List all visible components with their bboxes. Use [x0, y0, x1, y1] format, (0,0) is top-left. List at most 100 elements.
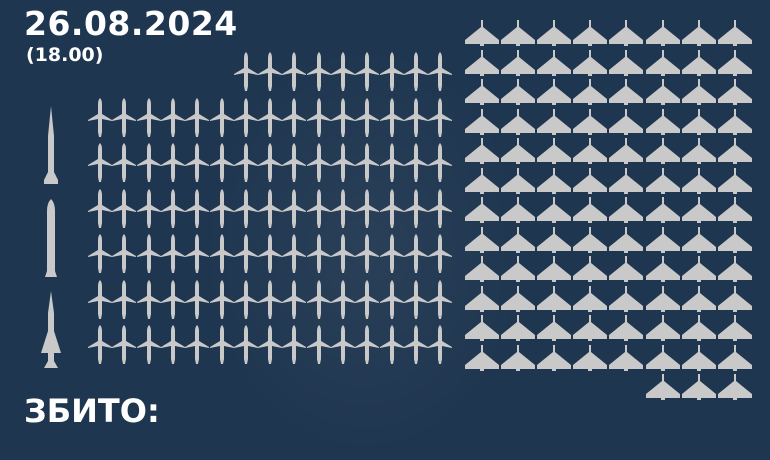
shahed-drone-icon: [645, 78, 681, 106]
shahed-drone-icon: [572, 78, 608, 106]
shahed-drone-icon: [500, 167, 536, 195]
cruise-missile-icon: [209, 97, 234, 138]
cruise-missile-icon: [136, 97, 161, 138]
cruise-missile-icon: [160, 97, 185, 138]
cruise-missile-icon: [306, 97, 331, 138]
shahed-drone-icon: [717, 137, 753, 165]
cruise-missile-icon: [233, 143, 258, 183]
cruise-missile-icon: [282, 97, 307, 138]
shahed-drone-icon: [717, 285, 753, 313]
shahed-drone-icon: [608, 226, 644, 254]
cruise-missile-icon: [185, 325, 210, 365]
shahed-drone-icon: [717, 19, 753, 47]
shahed-drone-icon: [536, 137, 572, 165]
shahed-drone-icon: [608, 78, 644, 106]
cruise-missile-icon: [258, 188, 283, 229]
cruise-missile-icon: [160, 143, 185, 183]
shahed-drone-icon: [500, 196, 536, 224]
cruise-missile-icon: [209, 188, 234, 229]
cruise-missile-icon: [403, 143, 428, 183]
cruise-missile-icon: [282, 52, 307, 92]
shahed-drone-icon: [608, 167, 644, 195]
report-date: 26.08.2024: [24, 4, 238, 43]
shahed-drone-icon: [572, 314, 608, 342]
cruise-missile-icon: [428, 97, 453, 138]
shahed-drone-icon: [717, 167, 753, 195]
cruise-missile-icon: [403, 52, 428, 92]
shahed-drone-icon: [645, 49, 681, 77]
shahed-drone-icon: [536, 285, 572, 313]
shahed-drone-icon: [645, 285, 681, 313]
shahed-drone-icon: [717, 49, 753, 77]
shahed-drone-icon: [536, 196, 572, 224]
shahed-drone-icon: [572, 344, 608, 372]
shahed-drone-icon: [572, 255, 608, 283]
cruise-missile-icon: [355, 143, 380, 183]
guided-missile-icon: [40, 291, 62, 371]
shahed-drone-icon: [681, 196, 717, 224]
shahed-drone-icon: [645, 19, 681, 47]
cruise-missile-icon: [282, 143, 307, 183]
shahed-drone-icon: [536, 226, 572, 254]
cruise-missile-icon: [136, 143, 161, 183]
shahed-drone-icon: [500, 49, 536, 77]
cruise-missile-icon: [306, 325, 331, 365]
cruise-missile-icon: [379, 143, 404, 183]
shahed-drone-icon: [572, 226, 608, 254]
cruise-missile-icon: [428, 52, 453, 92]
shahed-drone-icon: [464, 167, 500, 195]
cruise-missile-icon: [331, 325, 355, 365]
shahed-drone-icon: [608, 108, 644, 136]
cruise-missile-icon: [379, 325, 404, 365]
cruise-missile-icon: [88, 143, 112, 183]
shahed-drone-icon: [681, 78, 717, 106]
cruise-missile-icon: [136, 325, 161, 365]
shahed-drone-icon: [608, 49, 644, 77]
cruise-missile-icon: [160, 279, 185, 320]
cruise-missile-icon: [379, 97, 404, 138]
shahed-drone-icon: [608, 137, 644, 165]
shahed-drone-icon: [500, 137, 536, 165]
cruise-missile-icon: [233, 325, 258, 365]
shahed-drone-icon: [464, 344, 500, 372]
cruise-missile-icon: [112, 188, 137, 229]
cruise-missile-icon: [233, 188, 258, 229]
shahed-drone-icon: [464, 285, 500, 313]
cruise-missile-icon: [379, 279, 404, 320]
cruise-missile-icon: [258, 234, 283, 274]
shahed-drone-icon: [464, 78, 500, 106]
shahed-drone-icon: [717, 196, 753, 224]
cruise-missile-icon: [306, 52, 331, 92]
ballistic-missile-icon: [40, 106, 62, 186]
cruise-missile-icon: [112, 234, 137, 274]
shahed-drone-icon: [572, 285, 608, 313]
shahed-drone-icon: [645, 108, 681, 136]
cruise-missile-icon: [88, 325, 112, 365]
shahed-drone-icon: [536, 314, 572, 342]
cruise-missile-icon: [355, 234, 380, 274]
shahed-drone-icon: [681, 19, 717, 47]
shahed-drone-icon: [500, 108, 536, 136]
cruise-missile-icon: [209, 325, 234, 365]
shahed-drone-icon: [500, 19, 536, 47]
shahed-drone-icon: [681, 344, 717, 372]
cruise-missile-icon: [88, 97, 112, 138]
cruise-missile-icon: [282, 188, 307, 229]
cruise-missile-icon: [258, 279, 283, 320]
cruise-missile-icon: [428, 279, 453, 320]
shahed-drone-icon: [536, 255, 572, 283]
cruise-missile-icon: [258, 325, 283, 365]
shahed-drone-icon: [464, 255, 500, 283]
cruise-missile-icon: [209, 279, 234, 320]
shahed-drone-icon: [536, 49, 572, 77]
shahed-drone-icon: [500, 78, 536, 106]
cruise-missile-icon: [403, 188, 428, 229]
shahed-drone-icon: [717, 373, 753, 401]
cruise-missile-icon: [209, 234, 234, 274]
shahed-drone-icon: [572, 108, 608, 136]
shahed-drone-icon: [572, 196, 608, 224]
cruise-missile-icon: [331, 234, 355, 274]
cruise-missile-icon: [88, 234, 112, 274]
cruise-missile-icon: [379, 52, 404, 92]
shahed-drone-icon: [536, 344, 572, 372]
